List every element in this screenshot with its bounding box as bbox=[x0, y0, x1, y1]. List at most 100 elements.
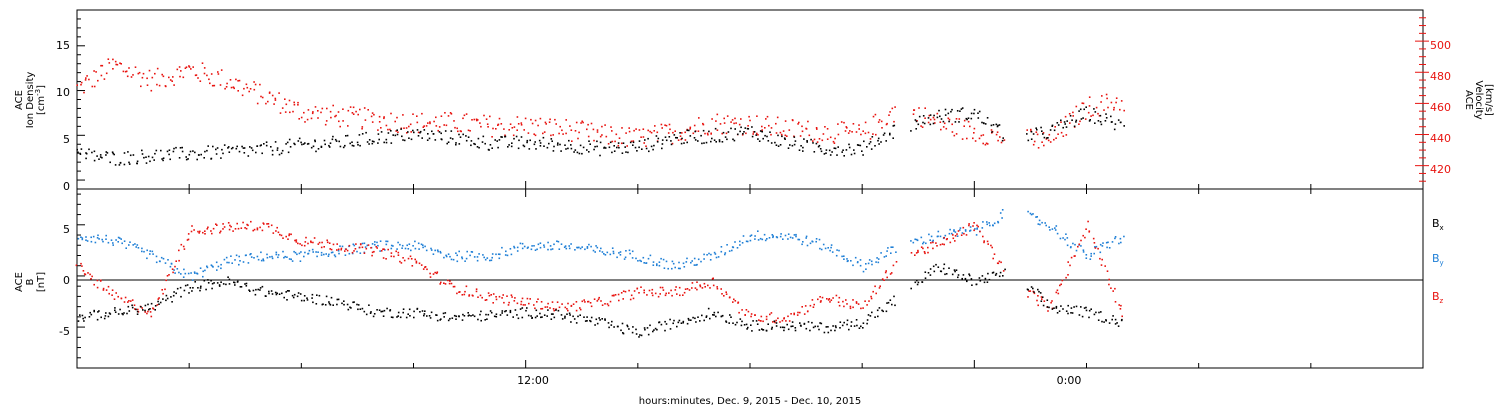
data-point-bx bbox=[147, 303, 149, 306]
data-point-bz bbox=[788, 320, 791, 322]
data-point-by bbox=[928, 233, 930, 236]
data-point-black bbox=[1036, 128, 1038, 131]
data-point-bx bbox=[268, 290, 270, 293]
data-point-by bbox=[490, 259, 493, 262]
data-point-bx bbox=[678, 319, 681, 322]
data-point-bz bbox=[424, 266, 427, 268]
data-point-red bbox=[184, 67, 187, 69]
data-point-red bbox=[219, 84, 222, 86]
data-point-red bbox=[304, 121, 306, 123]
data-point-by bbox=[262, 259, 265, 262]
data-point-bz bbox=[793, 313, 795, 316]
data-point-by bbox=[579, 247, 582, 250]
data-point-red bbox=[292, 110, 294, 113]
data-point-red bbox=[85, 77, 87, 79]
data-point-bz bbox=[993, 253, 996, 255]
data-point-by bbox=[141, 250, 143, 253]
data-point-black bbox=[419, 131, 421, 134]
data-point-by bbox=[1082, 251, 1085, 253]
data-point-bx bbox=[98, 310, 100, 312]
data-point-black bbox=[396, 129, 398, 131]
data-point-bx bbox=[506, 314, 509, 316]
data-point-black bbox=[588, 140, 590, 142]
data-point-black bbox=[185, 156, 187, 158]
data-point-bz bbox=[222, 223, 224, 225]
data-point-bz bbox=[845, 299, 847, 301]
data-point-bx bbox=[383, 309, 386, 312]
data-point-bz bbox=[973, 222, 975, 224]
data-point-black bbox=[1080, 118, 1083, 120]
data-point-bz bbox=[367, 244, 370, 246]
data-point-bz bbox=[552, 308, 555, 310]
data-point-bx bbox=[413, 316, 415, 319]
data-point-bx bbox=[987, 272, 989, 275]
data-point-bz bbox=[790, 313, 792, 315]
data-point-bx bbox=[740, 324, 743, 327]
data-point-by bbox=[456, 254, 458, 257]
data-point-bx bbox=[157, 300, 159, 303]
data-point-bx bbox=[1056, 312, 1059, 314]
data-point-bx bbox=[860, 325, 862, 328]
data-point-bx bbox=[755, 320, 758, 322]
data-point-red bbox=[792, 119, 794, 122]
data-point-bz bbox=[870, 295, 872, 298]
data-point-by bbox=[830, 246, 832, 249]
data-point-bx bbox=[957, 274, 960, 276]
data-point-black bbox=[251, 149, 254, 152]
data-point-by bbox=[425, 249, 428, 252]
data-point-by bbox=[843, 258, 845, 260]
data-point-by bbox=[325, 253, 327, 255]
data-point-by bbox=[484, 258, 487, 261]
data-point-bz bbox=[943, 236, 945, 239]
data-point-black bbox=[232, 146, 234, 149]
data-point-red bbox=[394, 120, 396, 123]
data-point-bx bbox=[893, 295, 895, 298]
data-point-black bbox=[645, 147, 648, 150]
data-point-red bbox=[254, 83, 257, 86]
data-point-by bbox=[180, 273, 182, 275]
data-point-bz bbox=[855, 302, 858, 304]
data-point-bx bbox=[370, 311, 372, 313]
data-point-red bbox=[829, 136, 832, 139]
data-point-red bbox=[681, 132, 683, 134]
data-point-by bbox=[986, 221, 988, 223]
data-point-bz bbox=[141, 307, 143, 309]
data-point-by bbox=[482, 254, 484, 256]
data-point-bz bbox=[487, 292, 490, 294]
data-point-bz bbox=[843, 305, 845, 308]
data-point-bx bbox=[640, 334, 643, 337]
data-point-by bbox=[870, 260, 873, 263]
data-point-bx bbox=[541, 316, 543, 318]
data-point-red bbox=[454, 126, 456, 129]
data-point-bx bbox=[961, 277, 963, 280]
data-point-red bbox=[1057, 133, 1059, 135]
data-point-black bbox=[508, 144, 510, 146]
data-point-bz bbox=[382, 257, 385, 259]
data-point-bx bbox=[122, 313, 124, 316]
data-point-bx bbox=[649, 324, 651, 327]
data-point-red bbox=[278, 92, 280, 94]
data-point-bx bbox=[100, 316, 102, 319]
data-point-by bbox=[586, 246, 589, 248]
data-point-black bbox=[657, 137, 660, 140]
data-point-bx bbox=[447, 319, 450, 322]
data-point-bx bbox=[490, 311, 493, 314]
data-point-bx bbox=[874, 316, 876, 318]
data-point-red bbox=[963, 125, 965, 127]
data-point-by bbox=[787, 238, 789, 240]
data-point-by bbox=[553, 243, 555, 246]
data-point-by bbox=[895, 251, 897, 253]
data-point-black bbox=[681, 137, 683, 140]
data-point-red bbox=[565, 119, 567, 121]
data-point-by bbox=[471, 251, 474, 253]
data-point-bx bbox=[408, 308, 411, 311]
data-point-red bbox=[371, 112, 374, 114]
data-point-bz bbox=[465, 285, 468, 288]
data-point-bz bbox=[344, 250, 346, 252]
data-point-red bbox=[173, 84, 175, 86]
data-point-bx bbox=[1065, 310, 1068, 312]
data-point-bz bbox=[1119, 308, 1122, 310]
data-point-bz bbox=[506, 295, 508, 297]
data-point-black bbox=[241, 145, 243, 148]
top-left-ylabel-line3: [cm-3] bbox=[34, 85, 47, 115]
